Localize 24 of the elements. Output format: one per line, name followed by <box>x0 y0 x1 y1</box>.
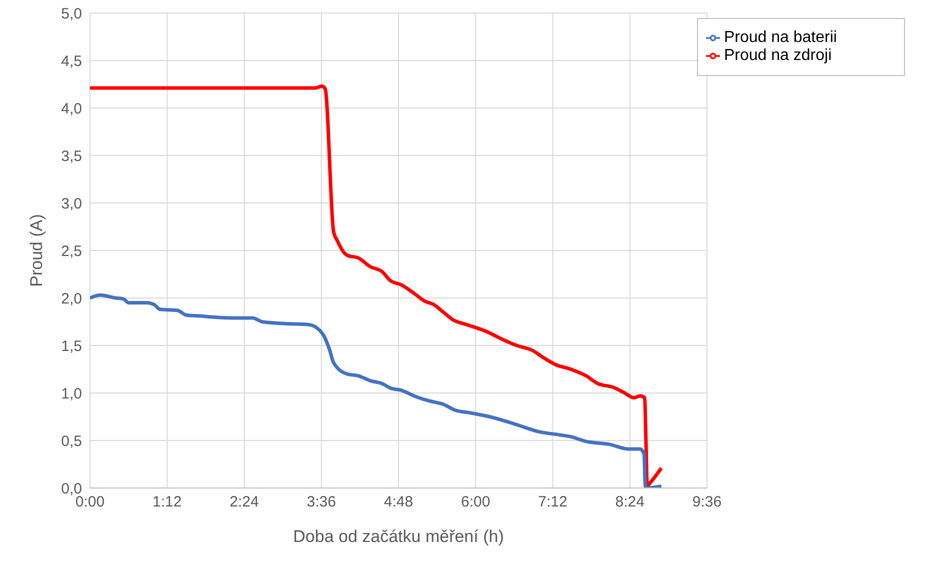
y-tick-label: 2,0 <box>61 290 82 308</box>
y-axis-title: Proud (A) <box>27 214 46 287</box>
x-tick-label: 1:12 <box>152 494 182 511</box>
x-tick-label: 7:12 <box>538 494 568 511</box>
x-tick-label: 3:36 <box>306 494 336 511</box>
legend-label: Proud na zdroji <box>724 47 832 64</box>
y-tick-label: 4,5 <box>61 52 82 70</box>
line-series <box>90 293 664 488</box>
y-tick-label: 1,5 <box>61 338 82 355</box>
line-series <box>90 84 664 488</box>
y-tick-label: 3,5 <box>61 148 82 165</box>
y-tick-label: 5,0 <box>61 5 82 22</box>
x-axis-title: Doba od začátku měření (h) <box>293 527 504 546</box>
x-tick-label: 4:48 <box>384 494 414 511</box>
y-tick-label: 0,5 <box>61 432 82 450</box>
y-tick-label: 3,0 <box>61 195 82 212</box>
y-tick-label: 1,0 <box>61 385 82 402</box>
legend-label: Proud na baterii <box>724 29 837 46</box>
y-tick-label: 4,0 <box>61 100 82 118</box>
x-tick-label: 2:24 <box>230 494 259 511</box>
x-tick-label: 6:00 <box>461 494 490 511</box>
y-tick-label: 2,5 <box>61 242 82 260</box>
x-tick-label: 9:36 <box>692 494 722 511</box>
x-tick-label: 8:24 <box>615 494 644 511</box>
